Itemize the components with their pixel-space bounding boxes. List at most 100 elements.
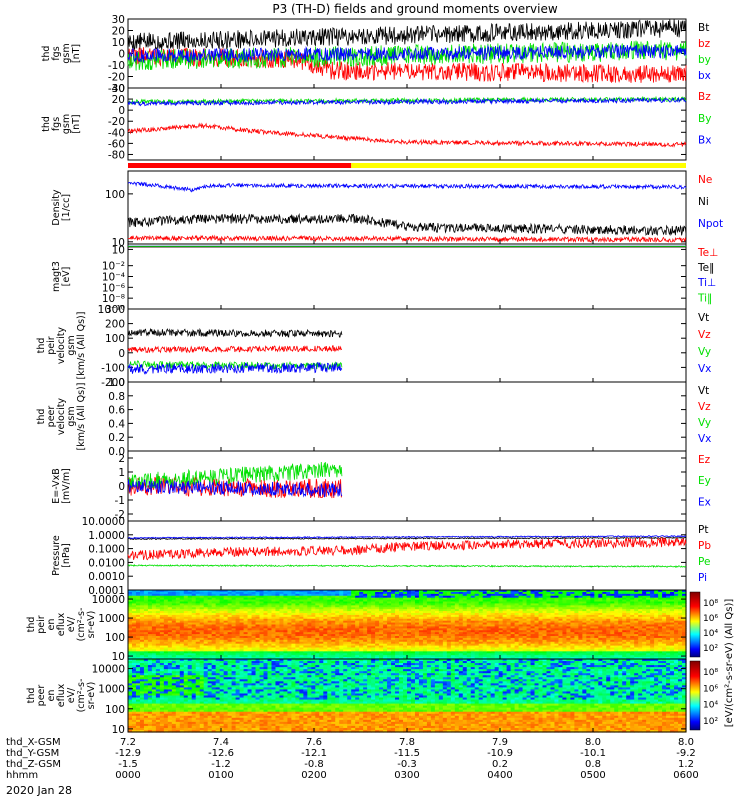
heatmap-cell — [542, 624, 548, 628]
heatmap-cell — [458, 609, 464, 612]
heatmap-cell — [199, 647, 205, 651]
heatmap-cell — [418, 624, 424, 628]
heatmap-cell — [227, 601, 233, 605]
heatmap-cell — [546, 605, 552, 608]
heatmap-cell — [538, 599, 544, 603]
heatmap-cell — [626, 655, 631, 658]
heatmap-cell — [494, 626, 500, 629]
heatmap-cell — [167, 626, 173, 629]
heatmap-cell — [231, 630, 237, 633]
heatmap-cell — [187, 616, 193, 620]
heatmap-cell — [602, 645, 607, 649]
heatmap-cell — [187, 657, 193, 660]
heatmap-cell — [630, 599, 635, 603]
heatmap-cell — [151, 599, 157, 603]
heatmap-cell — [375, 616, 380, 620]
heatmap-cell — [578, 626, 583, 629]
heatmap-cell — [426, 651, 432, 654]
heatmap-cell — [614, 591, 619, 595]
heatmap-cell — [207, 603, 213, 606]
heatmap-cell — [514, 645, 520, 649]
heatmap-cell — [287, 616, 293, 620]
heatmap-cell — [530, 616, 536, 620]
heatmap-cell — [279, 620, 285, 624]
heatmap-cell — [626, 597, 631, 601]
heatmap-cell — [295, 591, 300, 595]
heatmap-cell — [518, 593, 524, 597]
heatmap-cell — [626, 624, 631, 628]
heatmap-cell — [179, 591, 185, 595]
heatmap-cell — [243, 614, 249, 618]
heatmap-cell — [295, 620, 300, 624]
heatmap-cell — [426, 605, 432, 608]
heatmap-cell — [622, 593, 627, 597]
heatmap-cell — [391, 618, 396, 622]
heatmap-cell — [514, 649, 520, 652]
heatmap-cell — [602, 637, 607, 641]
heatmap-cell — [291, 614, 296, 618]
heatmap-cell — [311, 651, 316, 654]
heatmap-cell — [271, 645, 277, 649]
heatmap-cell — [642, 622, 647, 626]
heatmap-cell — [426, 593, 432, 597]
heatmap-cell — [159, 628, 165, 631]
heatmap-cell — [227, 634, 233, 637]
heatmap-cell — [438, 611, 444, 614]
heatmap-cell — [470, 590, 476, 593]
heatmap-cell — [243, 599, 249, 603]
heatmap-cell — [243, 653, 249, 656]
heatmap-cell — [299, 641, 304, 645]
heatmap-cell — [530, 636, 536, 639]
heatmap-cell — [462, 651, 468, 654]
heatmap-cell — [518, 653, 524, 656]
heatmap-cell — [526, 655, 532, 658]
heatmap-cell — [339, 603, 344, 606]
heatmap-cell — [263, 616, 269, 620]
heatmap-cell — [502, 637, 508, 641]
heatmap-cell — [163, 611, 169, 614]
heatmap-cell — [219, 609, 225, 612]
heatmap-cell — [347, 630, 352, 633]
heatmap-cell — [391, 630, 396, 633]
heatmap-cell — [383, 626, 388, 629]
heatmap-cell — [586, 597, 591, 601]
heatmap-cell — [454, 613, 460, 616]
heatmap-cell — [426, 645, 432, 649]
heatmap-cell — [422, 628, 428, 631]
heatmap-cell — [550, 647, 556, 651]
heatmap-cell — [179, 636, 185, 639]
heatmap-cell — [139, 616, 145, 620]
heatmap-cell — [155, 597, 161, 601]
heatmap-cell — [422, 624, 428, 628]
heatmap-cell — [351, 628, 356, 631]
heatmap-cell — [582, 645, 587, 649]
heatmap-cell — [602, 634, 607, 637]
heatmap-cell — [211, 643, 217, 647]
heatmap-cell — [207, 651, 213, 654]
heatmap-cell — [375, 632, 380, 635]
heatmap-cell — [339, 653, 344, 656]
heatmap-cell — [550, 590, 556, 593]
heatmap-cell — [351, 614, 356, 618]
heatmap-cell — [147, 645, 153, 649]
heatmap-cell — [510, 607, 516, 610]
heatmap-cell — [243, 655, 249, 658]
heatmap-cell — [458, 607, 464, 610]
heatmap-cell — [562, 593, 568, 597]
heatmap-cell — [602, 624, 607, 628]
heatmap-cell — [251, 590, 257, 593]
heatmap-cell — [630, 597, 635, 601]
heatmap-cell — [486, 639, 492, 643]
heatmap-cell — [335, 637, 340, 641]
heatmap-cell — [538, 657, 544, 660]
heatmap-cell — [422, 607, 428, 610]
heatmap-cell — [478, 603, 484, 606]
heatmap-cell — [470, 639, 476, 643]
heatmap-cell — [430, 643, 436, 647]
heatmap-cell — [482, 637, 488, 641]
heatmap-cell — [159, 616, 165, 620]
heatmap-cell — [319, 597, 324, 601]
heatmap-cell — [626, 628, 631, 631]
heatmap-cell — [478, 620, 484, 624]
heatmap-cell — [267, 622, 273, 626]
